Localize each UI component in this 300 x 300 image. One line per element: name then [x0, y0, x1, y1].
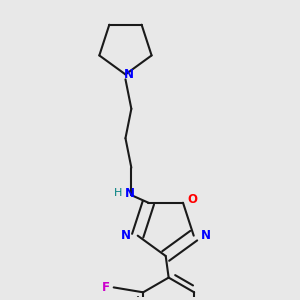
- Text: N: N: [124, 187, 134, 200]
- Text: F: F: [102, 281, 110, 294]
- Text: N: N: [123, 68, 134, 81]
- Text: N: N: [200, 229, 211, 242]
- Text: H: H: [113, 188, 122, 198]
- Text: N: N: [121, 229, 131, 242]
- Text: O: O: [188, 193, 198, 206]
